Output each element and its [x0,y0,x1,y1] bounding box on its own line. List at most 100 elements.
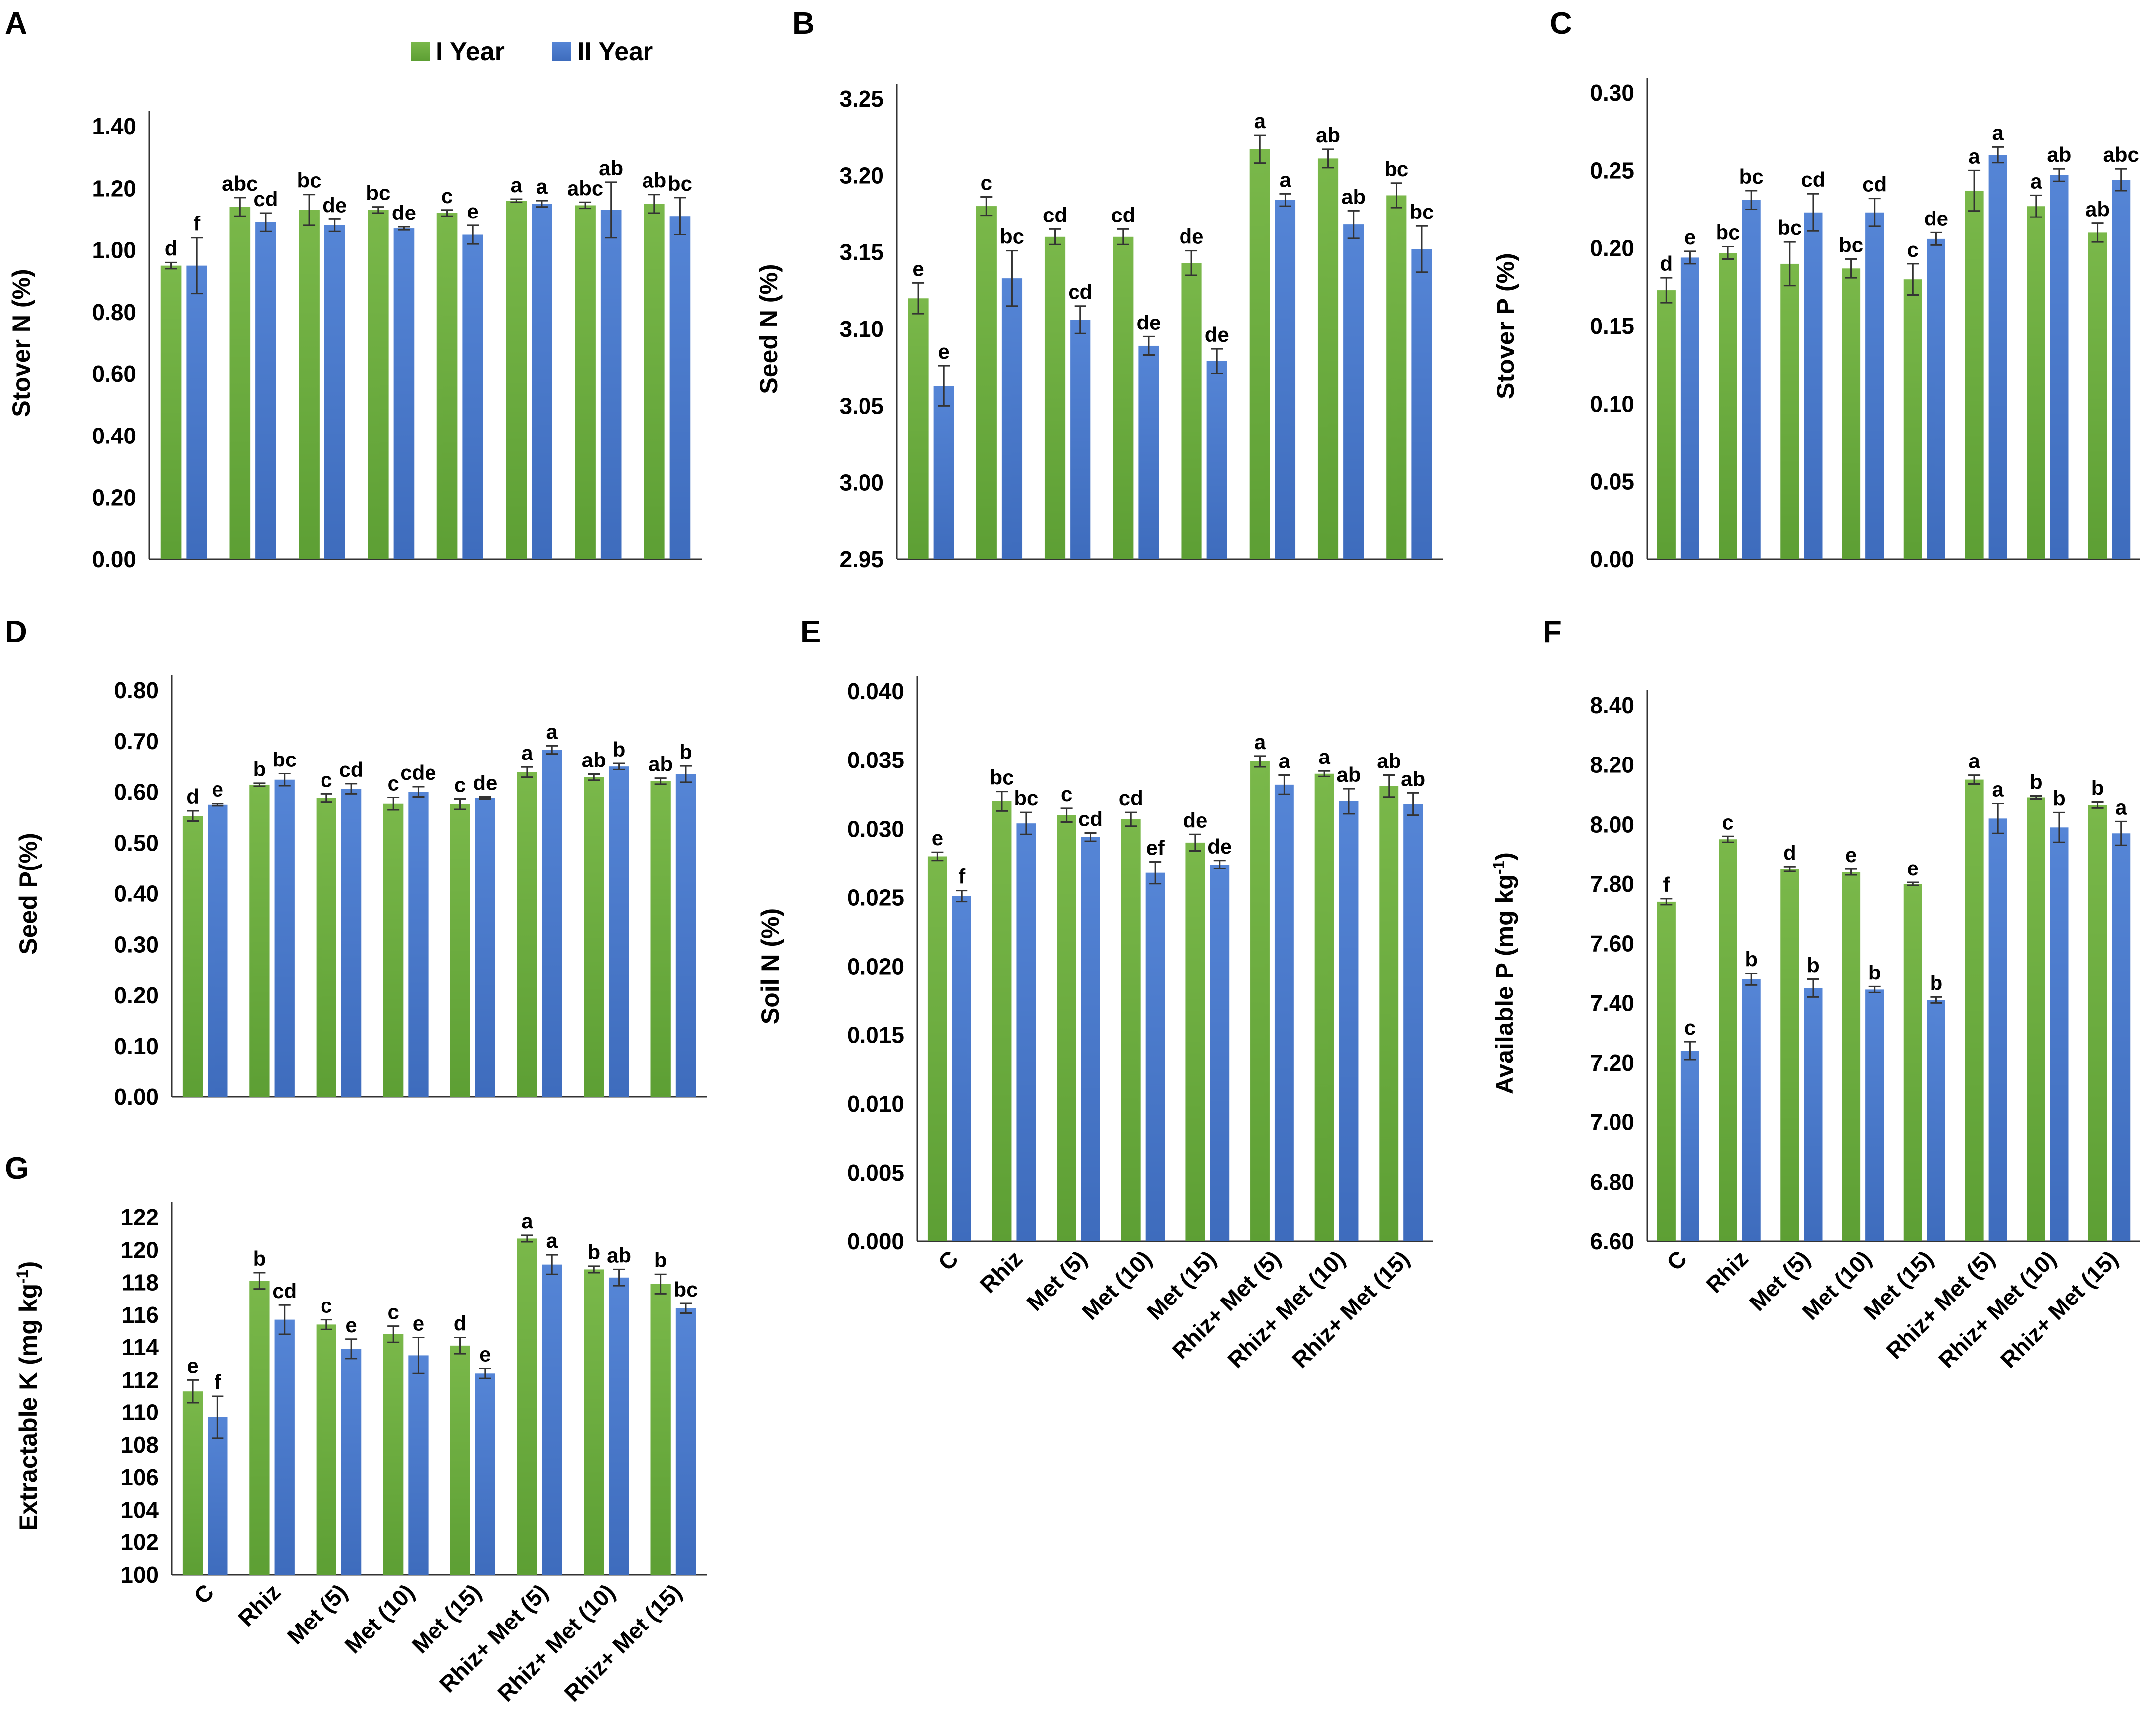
significance-label: de [473,771,497,794]
significance-label: de [1205,323,1229,346]
bar [1988,818,2007,1241]
y-tick-label: 0.20 [114,982,159,1008]
bar [1680,1051,1699,1241]
significance-label: b [587,1240,600,1264]
significance-label: f [193,212,201,235]
y-tick-label: 0.00 [1590,546,1634,572]
y-axis-title: Seed N (%) [755,264,783,394]
bar [341,1349,362,1575]
bar [517,1238,538,1575]
y-tick-label: 7.60 [1590,931,1634,957]
bar [1210,865,1230,1241]
significance-label: de [1924,207,1948,230]
bar [1780,263,1799,559]
bar [1145,872,1165,1241]
significance-label: c [1907,238,1919,261]
significance-label: d [1783,841,1796,864]
bar [1842,872,1861,1241]
significance-label: b [253,1247,266,1270]
significance-label: b [1930,971,1943,994]
significance-label: abc [2103,143,2139,166]
significance-label: cd [1111,203,1135,226]
bar [1274,784,1294,1241]
significance-label: c [387,1301,399,1324]
significance-label: cde [400,761,436,784]
significance-label: b [2091,776,2104,799]
bar [1657,290,1676,559]
bar [274,779,295,1097]
significance-label: e [1907,857,1919,880]
significance-label: bc [673,1278,698,1301]
significance-label: bc [1409,200,1434,223]
significance-label: f [214,1370,221,1394]
significance-label: ab [607,1243,631,1267]
y-axis-title: Stover N (%) [7,269,35,417]
y-tick-label: 0.025 [847,884,904,910]
significance-label: e [938,340,950,363]
bar [475,798,495,1097]
y-tick-label: 3.10 [839,316,884,342]
significance-label: bc [1739,165,1764,188]
significance-label: abc [222,172,258,195]
significance-label: c [321,1294,332,1317]
significance-label: ab [1341,185,1366,208]
bar [1780,869,1799,1241]
y-tick-label: 108 [120,1432,159,1458]
significance-label: bc [366,181,390,205]
significance-label: c [1722,810,1733,834]
significance-label: ab [642,169,666,192]
bar [182,1391,203,1575]
bar [160,265,182,559]
bar [1680,257,1699,559]
y-tick-label: 8.40 [1590,692,1634,718]
significance-label: b [2030,770,2042,793]
significance-label: c [454,773,466,797]
bar [316,1324,336,1575]
bar [299,210,320,559]
bar [1314,773,1334,1241]
bar [992,801,1012,1241]
significance-label: cd [272,1279,297,1302]
bar [1988,155,2007,560]
y-tick-label: 0.40 [92,423,136,448]
bar [600,210,622,559]
bar [255,222,276,560]
significance-label: abc [567,176,603,200]
y-tick-label: 110 [122,1400,159,1425]
bar [450,1345,470,1575]
y-tick-label: 6.60 [1590,1228,1634,1254]
y-tick-label: 1.40 [92,113,136,139]
y-tick-label: 0.15 [1590,313,1634,339]
legend-swatch-2 [552,42,571,61]
chart-soil-n: 0.000 0.005 0.010 0.015 0.020 0.025 0.030 0.035… [756,676,1433,1373]
significance-label: ef [1146,836,1165,860]
significance-label: c [1061,782,1072,806]
bar [644,204,665,559]
significance-label: bc [1777,216,1802,239]
bar [1070,320,1091,559]
bar [1903,884,1922,1241]
chart-seed-p: 0.00 0.10 0.20 0.30 0.40 0.50 0.60 0.70 0.80 Seed… [14,675,707,1110]
significance-label: e [932,826,943,850]
bar [609,766,629,1097]
significance-label: ab [582,749,606,772]
bar [393,228,415,560]
significance-label: ab [1316,123,1340,147]
bar [436,213,458,559]
bar [2050,175,2069,559]
bar [1339,801,1359,1241]
bar [182,816,203,1097]
significance-label: a [1992,121,2004,144]
y-tick-label: 0.00 [92,546,136,572]
significance-label: cd [1801,168,1825,191]
y-tick-label: 0.015 [847,1022,904,1048]
x-tick-label: Rhiz+ Met (10) [1222,1245,1350,1373]
bar [2027,206,2045,559]
significance-label: f [958,865,966,888]
bar [1081,837,1100,1241]
bar [341,789,362,1097]
significance-label: a [2115,795,2127,819]
bar [542,750,562,1097]
y-tick-label: 0.00 [114,1084,159,1110]
y-tick-label: 104 [120,1497,159,1522]
